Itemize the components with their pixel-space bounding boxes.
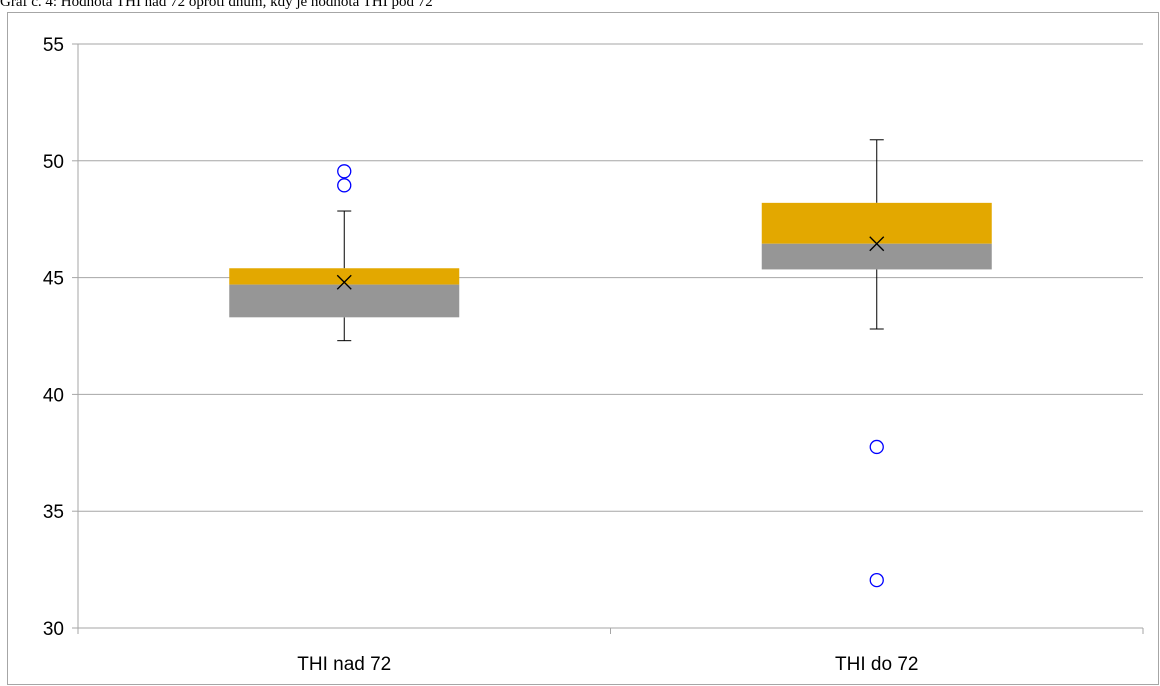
box-2 [761,139,992,588]
upper-box [229,268,460,285]
outlier-point [337,178,352,193]
boxes [229,139,992,588]
y-tick-label: 30 [43,619,64,640]
axes [72,43,1144,634]
y-tick-label: 55 [43,35,64,56]
y-tick-label: 35 [43,502,64,523]
box-1 [229,164,460,342]
chart-caption: Graf č. 4: Hodnota THI nad 72 oproti dnů… [0,0,433,10]
y-tick-label: 45 [43,269,64,290]
upper-box [761,202,992,244]
x-tick-label: THI nad 72 [297,654,391,675]
gridlines [78,43,1143,629]
y-tick-labels: 30 35 40 45 50 55 [43,35,64,640]
lower-box [229,284,460,318]
y-tick-label: 50 [43,152,64,173]
y-tick-label: 40 [43,385,64,406]
lower-box [761,243,992,270]
outlier-point [869,572,884,588]
outlier-point [337,164,352,179]
chart-frame [7,12,1159,685]
mean-marker [336,274,352,290]
mean-marker [869,236,885,252]
x-tick-label: THI do 72 [835,654,918,675]
x-tick-labels: THI nad 72 THI do 72 [297,654,918,675]
outlier-point [869,439,884,455]
